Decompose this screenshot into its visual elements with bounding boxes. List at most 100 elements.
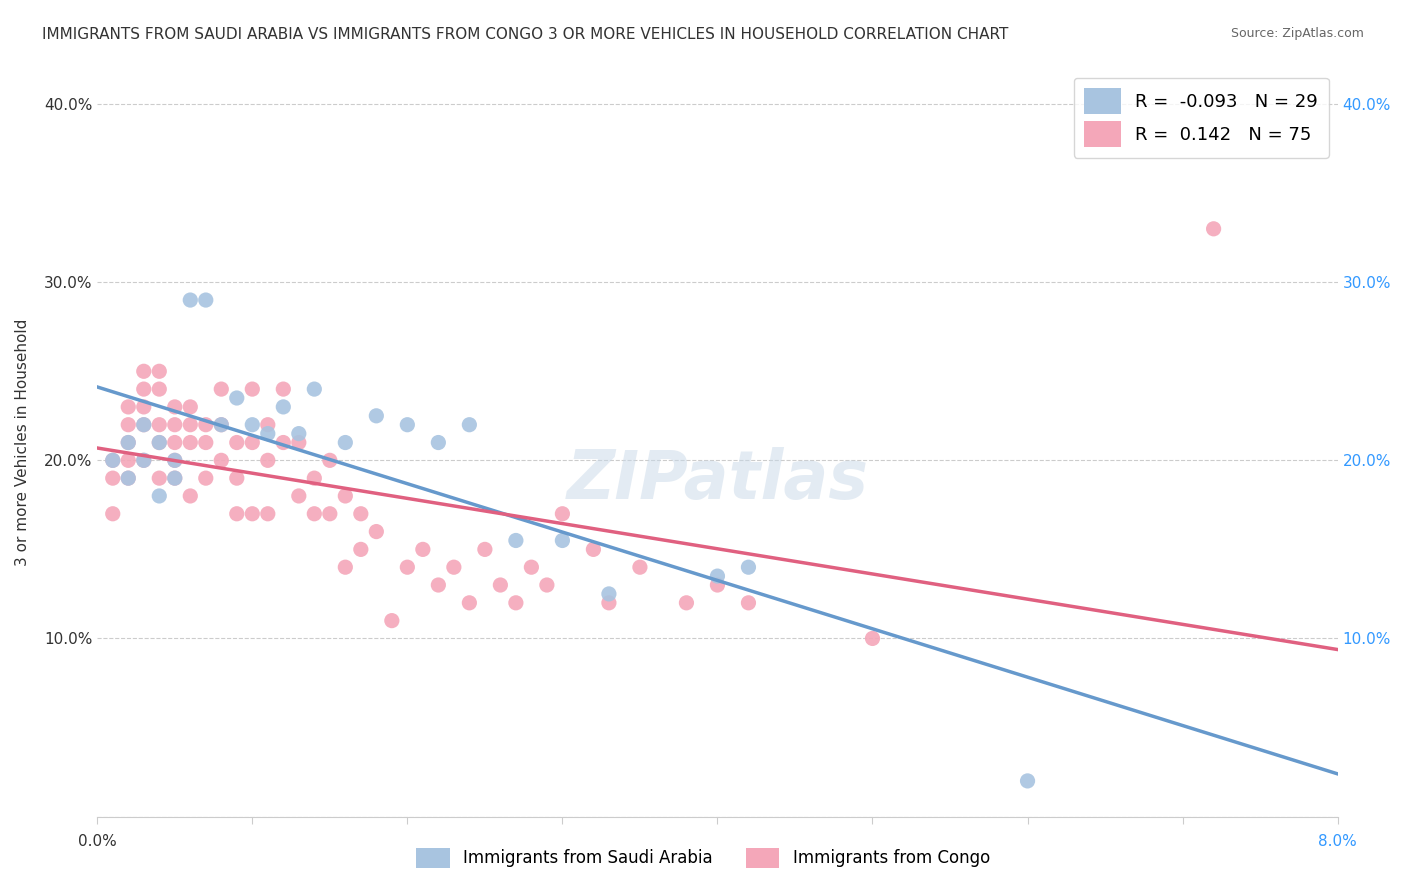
Point (117, 435, 139, 450)
Point (427, 578, 450, 592)
Point (551, 533, 574, 548)
Legend: R =  -0.093   N = 29, R =  0.142   N = 75: R = -0.093 N = 29, R = 0.142 N = 75 (1074, 78, 1329, 158)
Point (335, 489, 357, 503)
Point (101, 453, 124, 467)
Point (1017, 773, 1039, 788)
Point (101, 453, 124, 467)
Point (412, 542, 434, 557)
Point (132, 453, 155, 467)
Point (209, 417, 232, 432)
Point (117, 453, 139, 467)
Point (209, 417, 232, 432)
Point (350, 542, 373, 557)
Point (132, 400, 155, 414)
Point (396, 560, 419, 574)
Point (505, 533, 527, 548)
Point (179, 293, 201, 307)
Point (335, 435, 357, 450)
Point (194, 435, 217, 450)
Point (271, 382, 294, 396)
Point (194, 293, 217, 307)
Point (675, 596, 697, 610)
Y-axis label: 3 or more Vehicles in Household: 3 or more Vehicles in Household (15, 318, 30, 566)
Point (225, 391, 247, 405)
Text: ZIPatlas: ZIPatlas (567, 447, 869, 513)
Point (443, 560, 465, 574)
Point (179, 417, 201, 432)
Point (427, 435, 450, 450)
Point (271, 400, 294, 414)
Point (163, 435, 186, 450)
Point (458, 417, 481, 432)
Text: IMMIGRANTS FROM SAUDI ARABIA VS IMMIGRANTS FROM CONGO 3 OR MORE VEHICLES IN HOUS: IMMIGRANTS FROM SAUDI ARABIA VS IMMIGRAN… (42, 27, 1008, 42)
Point (148, 364, 170, 378)
Point (256, 426, 278, 441)
Point (706, 578, 728, 592)
Point (505, 596, 527, 610)
Point (194, 417, 217, 432)
Point (240, 382, 263, 396)
Point (132, 417, 155, 432)
Point (350, 507, 373, 521)
Point (737, 596, 759, 610)
Point (598, 587, 620, 601)
Point (148, 489, 170, 503)
Point (520, 560, 543, 574)
Point (256, 417, 278, 432)
Point (148, 382, 170, 396)
Point (225, 507, 247, 521)
Point (132, 364, 155, 378)
Point (551, 507, 574, 521)
Point (304, 382, 326, 396)
Point (148, 471, 170, 485)
Point (288, 489, 311, 503)
Text: 8.0%: 8.0% (1319, 834, 1357, 849)
Point (132, 382, 155, 396)
Point (179, 435, 201, 450)
Point (194, 471, 217, 485)
Point (163, 471, 186, 485)
Point (366, 409, 388, 423)
Point (209, 382, 232, 396)
Point (179, 400, 201, 414)
Text: Source: ZipAtlas.com: Source: ZipAtlas.com (1230, 27, 1364, 40)
Point (1202, 222, 1225, 236)
Point (536, 578, 558, 592)
Point (209, 453, 232, 467)
Point (474, 542, 496, 557)
Point (288, 435, 311, 450)
Point (862, 632, 884, 646)
Point (240, 507, 263, 521)
Point (117, 471, 139, 485)
Point (304, 471, 326, 485)
Point (240, 417, 263, 432)
Point (489, 578, 512, 592)
Point (117, 435, 139, 450)
Point (458, 596, 481, 610)
Point (179, 489, 201, 503)
Point (319, 453, 342, 467)
Point (319, 507, 342, 521)
Point (256, 507, 278, 521)
Text: 0.0%: 0.0% (77, 834, 117, 849)
Point (163, 453, 186, 467)
Point (101, 507, 124, 521)
Point (335, 560, 357, 574)
Point (163, 453, 186, 467)
Point (288, 426, 311, 441)
Point (132, 417, 155, 432)
Point (117, 471, 139, 485)
Point (240, 435, 263, 450)
Point (582, 542, 605, 557)
Point (163, 400, 186, 414)
Point (225, 435, 247, 450)
Point (271, 435, 294, 450)
Point (304, 507, 326, 521)
Point (163, 471, 186, 485)
Point (598, 596, 620, 610)
Point (366, 524, 388, 539)
Point (396, 417, 419, 432)
Point (148, 435, 170, 450)
Point (117, 417, 139, 432)
Point (381, 614, 404, 628)
